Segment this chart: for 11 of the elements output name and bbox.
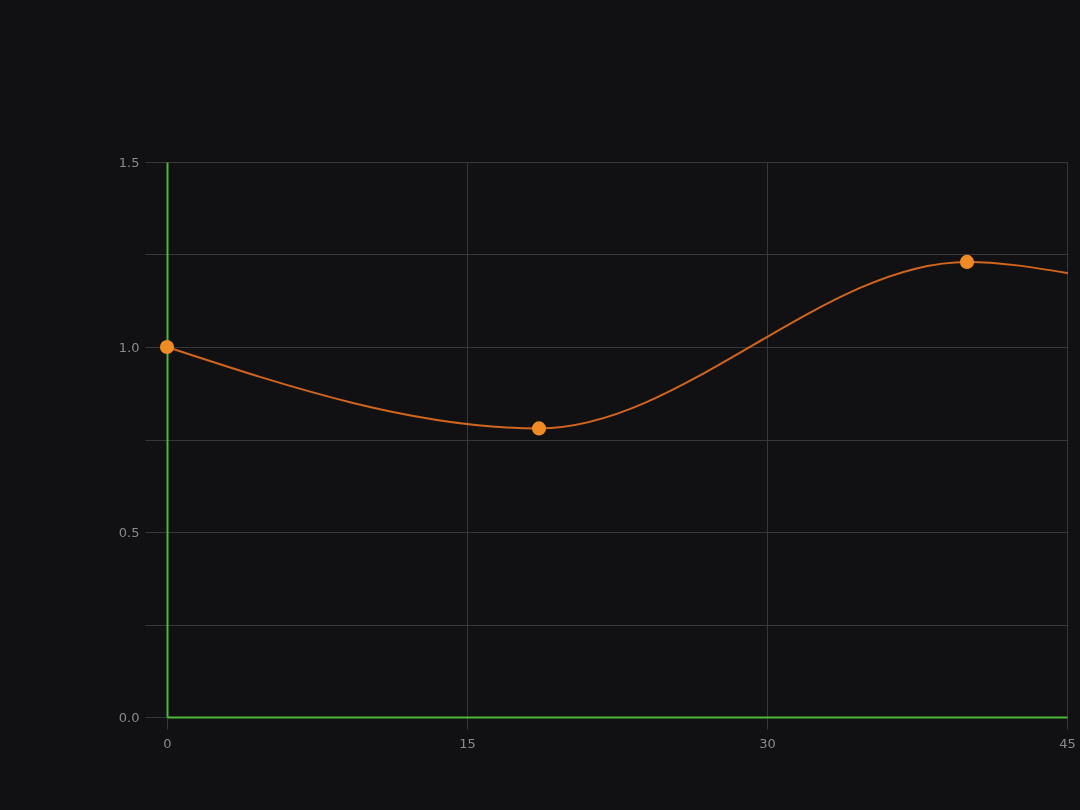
y-tick-label: 1.0 [118,339,140,355]
point [959,254,975,269]
x-tick-label: 30 [759,735,776,751]
point [531,421,547,436]
x-tick-label: 0 [163,735,172,751]
y-tick-label: 0.5 [118,524,140,540]
x-tick-label: 45 [1059,735,1076,751]
y-tick-label: 1.5 [118,154,140,170]
x-tick-label: 15 [459,735,476,751]
point [159,339,175,355]
y-tick-label: 0.0 [118,709,140,725]
